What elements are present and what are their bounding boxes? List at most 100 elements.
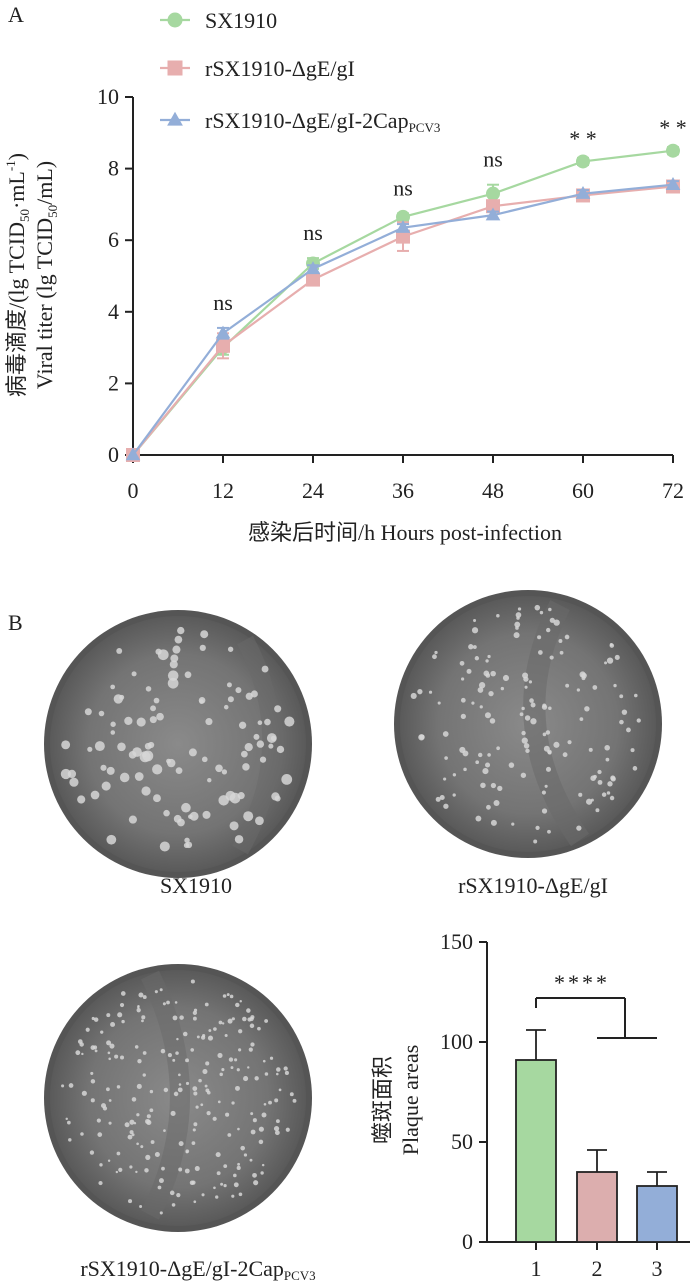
plaque-spot xyxy=(153,697,160,704)
plaque-spot xyxy=(471,701,475,705)
plaque-spot xyxy=(166,1000,170,1005)
plaque-spot xyxy=(178,1073,181,1077)
plaque-spot xyxy=(493,800,500,807)
plaque-spot xyxy=(238,1048,242,1052)
plaque-spot xyxy=(462,750,469,757)
bar-chart-y-tick-label: 150 xyxy=(440,929,473,954)
plaque-spot xyxy=(144,742,152,750)
plaque-spot xyxy=(234,1058,238,1062)
plaque-spot xyxy=(190,1048,195,1052)
plaque-spot xyxy=(192,1086,198,1091)
plaque-spot xyxy=(243,1153,248,1157)
plaque-spot xyxy=(92,1045,98,1050)
plaque-spot xyxy=(264,1072,269,1076)
plaque-spot xyxy=(156,712,164,721)
plaque-spot xyxy=(218,1020,223,1025)
plaque-spot xyxy=(247,1017,252,1022)
plaque-spot xyxy=(482,768,489,775)
plaque-spot xyxy=(239,1000,242,1003)
plaque-spot xyxy=(606,657,614,664)
plaque-spot xyxy=(502,674,510,682)
plaque-spot xyxy=(158,1178,164,1184)
plaque-spot xyxy=(549,617,555,623)
plaque-spot xyxy=(590,775,596,781)
plaque-spot xyxy=(562,752,568,758)
plaque-spot xyxy=(619,719,624,725)
plaque-spot xyxy=(256,740,265,748)
plaque-spot xyxy=(129,1130,134,1135)
bar-chart-x-tick-label: 1 xyxy=(531,1256,542,1281)
plaque-spot xyxy=(274,705,282,713)
plaque-spot xyxy=(87,746,93,752)
plaque-spot xyxy=(106,1040,112,1046)
significance-label: ns xyxy=(483,147,503,172)
plaque-spot xyxy=(254,1076,259,1081)
plaque-spot xyxy=(89,1150,95,1155)
bar-chart-ylabel-en: Plaque areas xyxy=(398,1045,423,1156)
plaque-spot xyxy=(514,621,521,628)
plaque-spot xyxy=(235,687,242,694)
plaque-spot xyxy=(178,1141,184,1147)
plaque-spot xyxy=(565,683,570,688)
plaque-spot xyxy=(185,841,193,849)
plaque-spot xyxy=(276,745,285,754)
plaque-spot xyxy=(202,810,211,819)
plaque-spot xyxy=(177,1087,183,1093)
plaque-spot xyxy=(525,748,530,754)
plaque-spot xyxy=(153,794,161,803)
data-point xyxy=(396,229,410,244)
plaque-spot xyxy=(264,718,271,726)
svg-text:病毒滴度/(lg TCID50·mL-1): 病毒滴度/(lg TCID50·mL-1) xyxy=(3,153,32,397)
plaque-spot xyxy=(193,1091,198,1096)
plaque-spot xyxy=(231,1017,235,1021)
plaque-spot xyxy=(149,1089,154,1094)
plaque-spot xyxy=(609,795,615,801)
plaque-spot xyxy=(193,1008,198,1012)
plaque-spot xyxy=(61,1084,65,1088)
plaque-spot xyxy=(129,1165,133,1169)
plaque-spot xyxy=(117,742,126,752)
plaque-spot xyxy=(284,716,295,727)
data-point xyxy=(575,185,591,199)
line-chart-ylabel-en: Viral titer (lg TCID50/mL) xyxy=(32,161,60,389)
plaque-spot xyxy=(485,659,489,663)
plaque-spot xyxy=(200,1103,204,1107)
plaque-spot xyxy=(146,1114,151,1119)
plaque-spot xyxy=(252,1172,257,1178)
significance-label: **** xyxy=(554,970,610,995)
plaque-spot xyxy=(480,782,486,789)
plaque-spot xyxy=(223,1164,228,1169)
plaque-spot xyxy=(452,773,457,777)
plaque-spot xyxy=(459,660,465,666)
plaque-spot xyxy=(136,1008,141,1013)
plaque-spot xyxy=(182,1031,188,1037)
plaque-spot xyxy=(246,1008,251,1013)
plaque-spot xyxy=(170,1110,176,1116)
plaque-spot xyxy=(98,710,105,717)
plaque-spot xyxy=(175,1051,179,1055)
plaque-spot xyxy=(233,1173,237,1178)
plaque-spot xyxy=(523,743,530,749)
plaque-spot xyxy=(184,1168,190,1174)
significance-bracket: **** xyxy=(535,970,657,1039)
plaque-spot xyxy=(243,1076,249,1082)
plaque-spot xyxy=(69,777,79,787)
plaque-spot xyxy=(477,687,484,693)
plaque-spot xyxy=(163,809,170,817)
plaque-spot xyxy=(595,808,600,813)
plaque-spot xyxy=(116,648,123,654)
plaque-spot xyxy=(178,1083,182,1086)
plaque-spot xyxy=(252,1118,257,1123)
plaque-spot xyxy=(496,614,500,618)
plaque-spot xyxy=(205,718,213,726)
plaque-spot xyxy=(257,1026,261,1031)
plaque-spot xyxy=(162,1002,166,1006)
plaque-spot xyxy=(541,790,546,795)
plaque-spot xyxy=(545,766,551,772)
svg-text:Viral titer (lg TCID50/mL): Viral titer (lg TCID50/mL) xyxy=(32,161,60,389)
plaque-spot xyxy=(597,779,603,785)
plate-sx1910 xyxy=(44,610,312,878)
plaque-spot xyxy=(136,717,146,727)
plaque-spot xyxy=(468,644,474,650)
